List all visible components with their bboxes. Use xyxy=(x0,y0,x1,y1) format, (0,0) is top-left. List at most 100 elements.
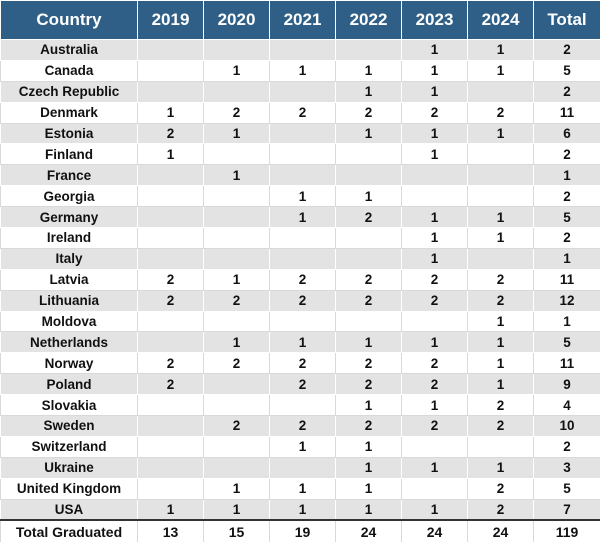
table-row: United Kingdom 1 1 1 2 5 xyxy=(0,477,600,500)
year-cell: 1 xyxy=(203,164,270,187)
year-cell: 2 xyxy=(203,352,270,375)
total-cell: 10 xyxy=(533,415,600,437)
year-cell xyxy=(137,435,204,458)
year-cell: 2 xyxy=(269,352,336,375)
year-cell: 1 xyxy=(269,331,336,354)
year-cell: 1 xyxy=(401,227,468,249)
table-row: Moldova 1 1 xyxy=(0,310,600,333)
year-cell xyxy=(137,185,204,208)
table-row: Georgia 1 1 2 xyxy=(0,185,600,208)
year-cell: 1 xyxy=(467,456,534,479)
table-row: France 1 1 xyxy=(0,164,600,187)
country-cell: Poland xyxy=(0,373,138,396)
year-cell xyxy=(203,143,270,166)
year-cell: 2 xyxy=(137,289,204,312)
total-graduated-value: 24 xyxy=(467,519,534,542)
total-cell: 5 xyxy=(533,331,600,354)
year-cell: 1 xyxy=(335,435,402,458)
table-row: Netherlands 1 1 1 1 1 5 xyxy=(0,331,600,354)
country-cell: Netherlands xyxy=(0,331,138,354)
year-cell: 1 xyxy=(401,122,468,145)
year-cell: 2 xyxy=(269,268,336,291)
year-cell: 1 xyxy=(467,206,534,229)
table-row: Ukraine 1 1 1 3 xyxy=(0,456,600,479)
total-cell: 12 xyxy=(533,289,600,312)
year-cell xyxy=(203,227,270,249)
year-cell: 1 xyxy=(137,143,204,166)
country-cell: Georgia xyxy=(0,185,138,208)
table-row: USA 1 1 1 1 1 2 7 xyxy=(0,498,600,521)
country-cell: Norway xyxy=(0,352,138,375)
year-cell xyxy=(137,164,204,187)
year-cell: 1 xyxy=(203,331,270,354)
column-header-2024: 2024 xyxy=(467,0,534,40)
year-cell: 2 xyxy=(335,373,402,396)
country-cell: Canada xyxy=(0,59,138,82)
country-cell: Denmark xyxy=(0,101,138,124)
year-cell: 2 xyxy=(137,268,204,291)
total-graduated-value: 24 xyxy=(401,519,468,542)
table-row: Poland 2 2 2 2 1 9 xyxy=(0,373,600,396)
table-row: Czech Republic 1 1 2 xyxy=(0,80,600,103)
column-header-country: Country xyxy=(0,0,138,40)
year-cell: 2 xyxy=(203,101,270,124)
year-cell xyxy=(203,206,270,229)
year-cell xyxy=(137,310,204,333)
year-cell xyxy=(137,227,204,249)
year-cell xyxy=(467,435,534,458)
year-cell: 1 xyxy=(203,122,270,145)
table-row: Slovakia 1 1 2 4 xyxy=(0,394,600,417)
year-cell: 1 xyxy=(467,227,534,249)
year-cell xyxy=(137,477,204,500)
country-cell: Sweden xyxy=(0,415,138,437)
year-cell xyxy=(203,373,270,396)
year-cell xyxy=(335,143,402,166)
table-row: Denmark 1 2 2 2 2 2 11 xyxy=(0,101,600,124)
year-cell xyxy=(467,80,534,103)
total-cell: 11 xyxy=(533,101,600,124)
table-row: Latvia 2 1 2 2 2 2 11 xyxy=(0,268,600,291)
country-cell: Latvia xyxy=(0,268,138,291)
year-cell xyxy=(401,435,468,458)
year-cell xyxy=(137,394,204,417)
year-cell: 1 xyxy=(269,206,336,229)
country-cell: Moldova xyxy=(0,310,138,333)
year-cell: 1 xyxy=(335,456,402,479)
table-row: Finland 1 1 2 xyxy=(0,143,600,166)
country-cell: Estonia xyxy=(0,122,138,145)
total-cell: 3 xyxy=(533,456,600,479)
year-cell xyxy=(467,164,534,187)
total-cell: 2 xyxy=(533,39,600,61)
year-cell: 2 xyxy=(401,289,468,312)
year-cell: 1 xyxy=(269,185,336,208)
year-cell: 1 xyxy=(401,331,468,354)
year-cell xyxy=(269,394,336,417)
year-cell: 1 xyxy=(137,498,204,521)
year-cell: 1 xyxy=(467,373,534,396)
table-row: Lithuania 2 2 2 2 2 2 12 xyxy=(0,289,600,312)
year-cell: 1 xyxy=(203,498,270,521)
country-cell: Czech Republic xyxy=(0,80,138,103)
year-cell: 1 xyxy=(467,39,534,61)
country-cell: Australia xyxy=(0,39,138,61)
year-cell xyxy=(137,206,204,229)
year-cell: 2 xyxy=(335,352,402,375)
year-cell xyxy=(137,59,204,82)
total-cell: 1 xyxy=(533,310,600,333)
year-cell: 2 xyxy=(203,415,270,437)
country-cell: France xyxy=(0,164,138,187)
country-cell: Finland xyxy=(0,143,138,166)
total-cell: 9 xyxy=(533,373,600,396)
year-cell xyxy=(335,39,402,61)
year-cell: 1 xyxy=(401,247,468,270)
country-cell: Slovakia xyxy=(0,394,138,417)
total-graduated-value: 13 xyxy=(137,519,204,542)
year-cell xyxy=(203,310,270,333)
year-cell: 1 xyxy=(269,477,336,500)
year-cell: 2 xyxy=(467,498,534,521)
year-cell: 2 xyxy=(467,101,534,124)
total-cell: 2 xyxy=(533,435,600,458)
year-cell: 1 xyxy=(401,498,468,521)
year-cell: 2 xyxy=(467,289,534,312)
table-body: Australia 1 1 2 Canada 1 1 1 1 1 5 Czech Republic 1 1… xyxy=(0,39,600,521)
